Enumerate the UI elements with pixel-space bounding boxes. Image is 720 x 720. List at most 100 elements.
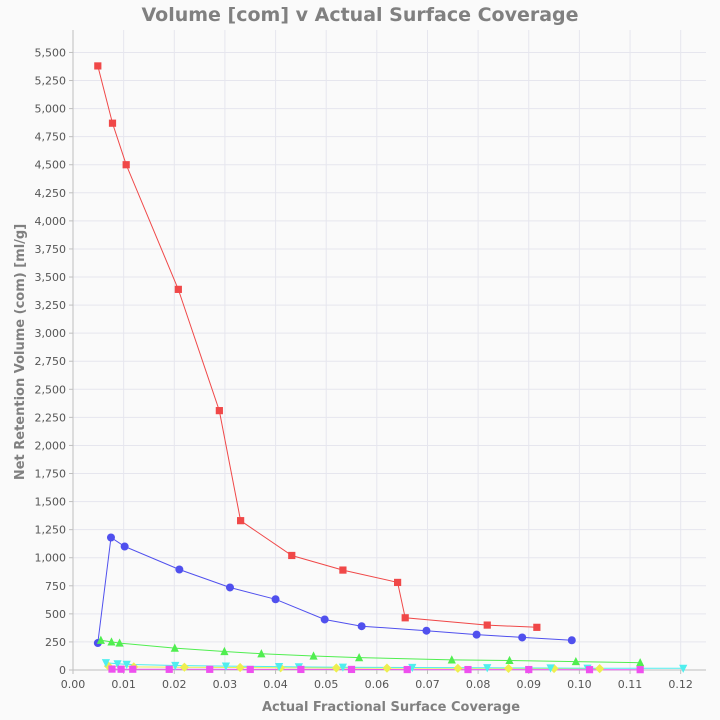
data-point: [585, 666, 594, 674]
data-point: [96, 635, 105, 644]
data-point: [422, 626, 431, 635]
x-tick-label: 0.03: [213, 678, 238, 691]
data-point: [483, 664, 492, 673]
series-line-3: [100, 639, 641, 664]
y-tick-label: 5,500: [35, 46, 67, 59]
axes: 0 250 500 750 1,000 1,250 1,500 1,750 2,000 2,250…: [35, 30, 706, 691]
data-point: [246, 665, 254, 674]
y-tick-label: 500: [45, 608, 66, 621]
x-tick-label: 0.04: [263, 678, 288, 691]
data-point: [339, 566, 347, 574]
data-point: [237, 517, 245, 525]
data-point: [453, 663, 463, 673]
data-point: [309, 651, 318, 660]
x-tick-label: 0.05: [314, 678, 339, 691]
x-tick-label: 0.12: [668, 678, 693, 691]
data-point: [401, 614, 409, 622]
data-point: [171, 661, 180, 671]
y-tick-label: 1,000: [35, 552, 67, 565]
data-point: [220, 646, 229, 656]
data-point: [271, 595, 280, 604]
series-layer: [97, 65, 684, 671]
data-point: [107, 637, 116, 646]
x-tick-label: 0.01: [111, 678, 136, 691]
data-point: [355, 653, 364, 662]
x-tick-label: 0.06: [365, 678, 390, 691]
data-point: [595, 664, 605, 674]
y-tick-label: 2,750: [35, 355, 67, 368]
data-point: [464, 665, 472, 674]
y-axis-label: Net Retention Volume (com) [ml/g]: [13, 224, 28, 480]
data-point: [483, 621, 491, 629]
data-point: [636, 658, 645, 667]
x-tick-label: 0.02: [162, 678, 187, 691]
series-line-6: [111, 668, 641, 671]
x-tick-label: 0.09: [517, 678, 542, 691]
y-tick-label: 750: [45, 580, 66, 593]
y-tick-label: 250: [45, 636, 66, 649]
y-tick-label: 3,250: [35, 299, 67, 312]
data-point: [331, 663, 341, 673]
data-point: [221, 662, 231, 671]
y-tick-label: 5,000: [35, 103, 67, 116]
data-point: [175, 565, 184, 574]
data-point: [170, 643, 179, 652]
data-point: [679, 664, 688, 673]
y-tick-label: 4,000: [35, 215, 67, 228]
data-point: [447, 655, 456, 664]
y-tick-label: 2,000: [35, 439, 67, 452]
data-point: [403, 665, 411, 674]
data-point: [108, 665, 116, 673]
marker-layer: [93, 62, 688, 674]
data-point: [174, 285, 182, 293]
y-tick-label: 0: [59, 664, 66, 677]
data-point: [472, 630, 481, 639]
x-tick-label: 0.08: [466, 678, 491, 691]
data-point: [505, 655, 514, 665]
y-tick-label: 4,250: [35, 187, 67, 200]
data-point: [94, 62, 102, 70]
data-point: [288, 551, 296, 560]
data-point: [275, 663, 284, 672]
y-tick-label: 3,000: [35, 327, 67, 340]
data-point: [636, 666, 644, 674]
data-point: [179, 662, 190, 672]
data-point: [320, 615, 329, 624]
data-point: [571, 656, 580, 666]
y-tick-label: 4,750: [35, 131, 67, 144]
data-point: [518, 633, 527, 642]
data-point: [546, 664, 555, 673]
data-point: [347, 665, 356, 674]
data-point: [533, 623, 541, 631]
y-tick-label: 3,500: [35, 271, 67, 284]
data-point: [225, 583, 234, 592]
data-point: [129, 665, 137, 673]
data-point: [215, 407, 223, 415]
data-point: [257, 649, 266, 658]
y-tick-label: 4,500: [35, 159, 67, 172]
y-tick-label: 3,750: [35, 243, 67, 256]
chart-title: Volume [com] v Actual Surface Coverage: [141, 4, 578, 26]
series-line-2: [97, 536, 572, 644]
y-tick-label: 1,500: [35, 496, 67, 509]
y-tick-label: 1,250: [35, 524, 67, 537]
data-point: [120, 542, 129, 551]
data-point: [206, 665, 214, 673]
data-point: [101, 659, 111, 668]
y-tick-label: 5,250: [35, 75, 67, 88]
data-point: [115, 638, 124, 647]
x-tick-label: 0.07: [415, 678, 440, 691]
data-point: [106, 533, 115, 542]
x-tick-label: 0.00: [61, 678, 86, 691]
y-tick-label: 2,250: [35, 411, 67, 424]
x-tick-label: 0.11: [618, 678, 643, 691]
data-point: [122, 161, 130, 169]
data-point: [394, 578, 402, 587]
data-point: [503, 663, 514, 674]
data-point: [122, 660, 131, 669]
x-tick-label: 0.10: [567, 678, 592, 691]
data-point: [108, 119, 117, 127]
data-point: [297, 665, 305, 674]
data-point: [338, 663, 348, 672]
